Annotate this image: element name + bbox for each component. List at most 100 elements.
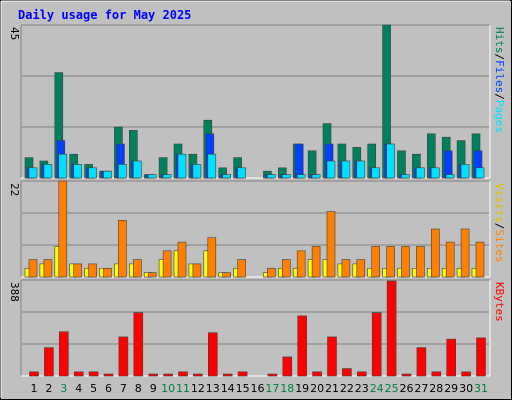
chart-title: Daily usage for May 2025 [18,8,191,22]
bar [103,373,114,377]
bar [193,373,203,377]
bar [148,373,158,377]
bar [177,241,187,278]
bar [327,336,337,377]
x-tick-label: 28 [429,382,443,395]
bar [475,167,485,179]
bar [356,160,366,179]
bar [88,371,99,377]
bar [222,174,231,179]
bar [401,373,412,377]
bar [341,259,351,278]
x-tick-label: 16 [251,382,265,395]
x-tick-label: 18 [280,382,294,395]
bar [88,263,97,278]
x-tick-label: 26 [400,382,414,395]
x-tick-label: 8 [135,382,142,395]
bar [118,219,127,278]
bar [267,267,276,278]
bar [326,160,336,179]
bar [461,371,471,377]
bar [192,164,202,179]
bar [222,373,233,377]
bar [162,250,172,278]
legend-entry: Hits [493,27,506,54]
bar [267,373,278,377]
x-tick-label: 23 [355,382,369,395]
x-tick-label: 1 [31,382,38,395]
bar [326,211,336,278]
bar [475,241,485,278]
x-tick-label: 30 [459,382,473,395]
x-tick-label: 7 [120,382,127,395]
bar [307,150,317,179]
bar [296,250,306,278]
bar [312,371,322,377]
bar [147,174,157,179]
x-tick-label: 20 [310,382,324,395]
bar [73,164,82,179]
bar [58,180,68,278]
plot-area [21,280,490,376]
bar [371,167,381,179]
bar [297,315,308,377]
legend-entry: KBytes [493,282,506,322]
bar [282,356,293,377]
x-tick-label: 10 [161,382,175,395]
bar [430,228,440,278]
bar [386,280,397,377]
bar [44,347,54,377]
y-tick-label: 388 [8,282,21,302]
legend-entry: Pages [493,100,506,133]
plot-area [21,25,490,178]
bar [133,312,144,377]
legend: Hits/Files/Pages [493,27,506,133]
bar [281,174,291,179]
bar [208,332,218,377]
bar [386,246,395,278]
bar [416,167,425,179]
bar [416,246,425,278]
bar [178,371,188,377]
bar [341,160,351,179]
legend-entry: Files [493,60,506,93]
x-tick-label: 29 [444,382,458,395]
bar [311,246,321,278]
x-tick-label: 31 [474,382,488,395]
bar [267,174,276,179]
bar [222,272,231,278]
bar [281,259,291,278]
bar [430,167,440,179]
bar [386,143,395,179]
x-tick-label: 3 [60,382,67,395]
bar [192,263,202,278]
bar [58,153,68,179]
x-tick-label: 6 [105,382,112,395]
bar [476,337,486,377]
legend-separator: / [493,93,506,100]
bar [162,174,172,179]
bar [371,312,382,377]
bar [88,167,97,179]
bar [73,263,82,278]
bar [431,371,442,377]
x-tick-label: 11 [176,382,190,395]
plot-area [21,181,490,277]
bar [28,259,38,278]
bar [207,153,217,179]
bar [445,241,455,278]
bar [103,170,112,179]
legend-entry: Sites [493,229,506,262]
legend-separator: / [493,54,506,61]
bar [446,338,457,377]
bar [401,246,410,278]
bar [118,336,129,377]
bar [133,160,142,179]
x-tick-label: 13 [206,382,220,395]
bar [397,150,406,179]
x-tick-label: 2 [45,382,52,395]
bar [28,167,38,179]
bar [356,371,367,377]
bar [207,237,217,278]
x-tick-label: 21 [325,382,339,395]
